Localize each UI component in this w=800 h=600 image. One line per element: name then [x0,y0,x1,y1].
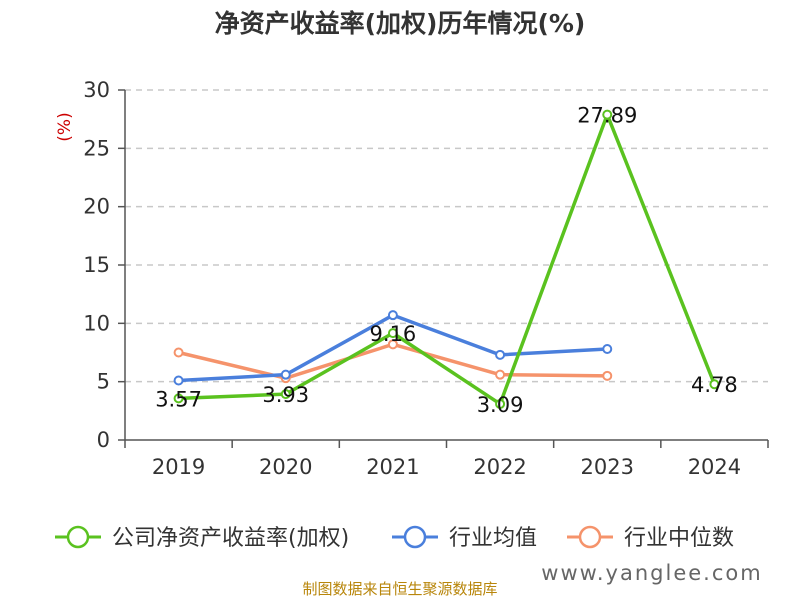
data-point[interactable] [280,369,291,380]
data-label: 3.57 [155,387,202,411]
data-label: 3.93 [262,383,309,407]
legend-marker [578,525,602,549]
data-point[interactable] [280,389,291,400]
data-point[interactable] [602,344,613,354]
y-tick-label: 15 [83,253,110,277]
y-tick-label: 5 [97,370,110,394]
data-point[interactable] [173,347,184,358]
data-point[interactable] [602,370,613,381]
legend-label: 行业均值 [449,526,537,551]
series-line-2 [178,342,608,380]
x-tick-label-2020: 2020 [259,455,312,479]
series-1 [173,310,613,386]
data-label: 9.16 [370,322,417,346]
data-point[interactable] [495,349,506,360]
data-label: 3.09 [477,393,524,417]
x-tick-label-2023: 2023 [581,455,634,479]
data-point[interactable] [602,109,613,120]
data-point[interactable] [387,339,398,350]
y-axis-label: (%) [55,112,75,141]
legend-marker [66,525,90,549]
chart-title: 净资产收益率(加权)历年情况(%) [215,9,586,38]
legend-item-0[interactable]: 公司净资产收益率(加权) [55,525,349,551]
grid [125,89,768,383]
data-point[interactable] [495,398,506,409]
data-label: 4.78 [691,373,738,397]
legend-marker [403,525,427,549]
y-tick-label: 30 [83,78,110,102]
data-point[interactable] [709,379,720,390]
x-tick-label-2024: 2024 [688,455,741,479]
data-point[interactable] [387,310,398,321]
y-tick-label: 20 [83,195,110,219]
legend-item-1[interactable]: 行业均值 [392,525,537,551]
series-layer [173,109,720,409]
legend-item-2[interactable]: 行业中位数 [567,525,734,551]
y-tick-label: 0 [97,428,110,452]
source-note: 制图数据来自恒生聚源数据库 [302,580,497,598]
series-line-0 [178,112,717,406]
legend[interactable]: 公司净资产收益率(加权) 行业均值 行业中位数 [55,525,734,551]
watermark: www.yanglee.com [541,561,762,585]
data-point[interactable] [173,375,184,386]
legend-label: 公司净资产收益率(加权) [112,526,349,551]
y-tick-label: 25 [83,136,110,160]
x-tick-label-2022: 2022 [473,455,526,479]
data-labels: 3.57 3.93 9.16 3.09 27.89 4.78 [155,104,738,417]
data-point[interactable] [173,393,184,404]
x-tick-label-2019: 2019 [152,455,205,479]
data-label: 27.89 [577,104,637,128]
x-tick-label-2021: 2021 [366,455,419,479]
series-0 [173,109,720,409]
data-point[interactable] [495,369,506,380]
legend-label: 行业中位数 [624,526,734,551]
axes: 0 5 10 15 20 25 30 2019 2020 2021 2022 2023 2024 [83,78,769,479]
y-tick-label: 10 [83,311,110,335]
data-point[interactable] [387,328,398,339]
